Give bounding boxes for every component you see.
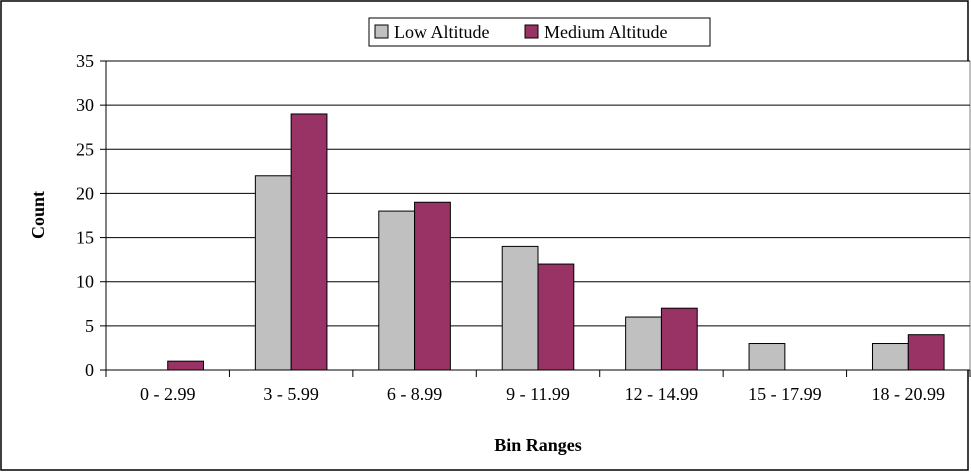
x-tick-label: 18 - 20.99 bbox=[872, 384, 946, 404]
bar-low-altitude bbox=[748, 343, 786, 371]
bar-medium-altitude bbox=[167, 360, 205, 371]
tick-labels: 0 5 10 15 20 25 30 35 0 - 2.99 3 - 5.99 6 - 8.99 9 … bbox=[76, 51, 945, 404]
bar-low-altitude bbox=[254, 175, 292, 371]
y-axis-title: Count bbox=[28, 191, 48, 239]
legend-swatch-medium-altitude bbox=[524, 24, 539, 39]
legend-box bbox=[368, 17, 711, 47]
bar-medium-altitude bbox=[414, 201, 451, 371]
bar-low-altitude bbox=[378, 210, 416, 371]
bar-medium-altitude bbox=[660, 307, 698, 371]
y-tick-label: 0 bbox=[85, 360, 94, 380]
legend: Low Altitude Medium Altitude bbox=[368, 17, 711, 47]
x-tick-label: 0 - 2.99 bbox=[140, 384, 196, 404]
x-tick-label: 12 - 14.99 bbox=[625, 384, 699, 404]
bar-low-altitude bbox=[501, 245, 539, 371]
y-tick-label: 35 bbox=[76, 51, 94, 71]
x-axis-title: Bin Ranges bbox=[494, 435, 582, 455]
bar-low-altitude bbox=[871, 343, 909, 371]
bars bbox=[167, 113, 945, 371]
x-tick-label: 9 - 11.99 bbox=[506, 384, 570, 404]
x-tick-label: 6 - 8.99 bbox=[387, 384, 443, 404]
bar-medium-altitude bbox=[537, 263, 575, 371]
bar-low-altitude bbox=[625, 316, 662, 371]
axes bbox=[100, 60, 971, 377]
bar-medium-altitude bbox=[907, 334, 945, 371]
legend-label-medium-altitude: Medium Altitude bbox=[544, 22, 668, 42]
y-tick-label: 20 bbox=[76, 183, 94, 203]
y-tick-label: 10 bbox=[76, 272, 94, 292]
y-tick-label: 25 bbox=[76, 139, 94, 159]
y-tick-label: 30 bbox=[76, 95, 94, 115]
bar-medium-altitude bbox=[290, 113, 328, 371]
x-tick-label: 3 - 5.99 bbox=[263, 384, 319, 404]
y-tick-label: 15 bbox=[76, 228, 94, 248]
legend-label-low-altitude: Low Altitude bbox=[394, 22, 490, 42]
x-tick-label: 15 - 17.99 bbox=[748, 384, 822, 404]
legend-swatch-low-altitude bbox=[374, 24, 389, 39]
y-tick-label: 5 bbox=[85, 316, 94, 336]
